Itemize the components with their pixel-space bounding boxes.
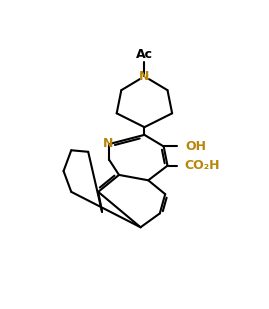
Text: OH: OH (186, 140, 207, 153)
Text: N: N (139, 70, 150, 83)
Text: N: N (103, 137, 114, 150)
Text: CO₂H: CO₂H (185, 159, 220, 172)
Text: Ac: Ac (136, 48, 153, 61)
